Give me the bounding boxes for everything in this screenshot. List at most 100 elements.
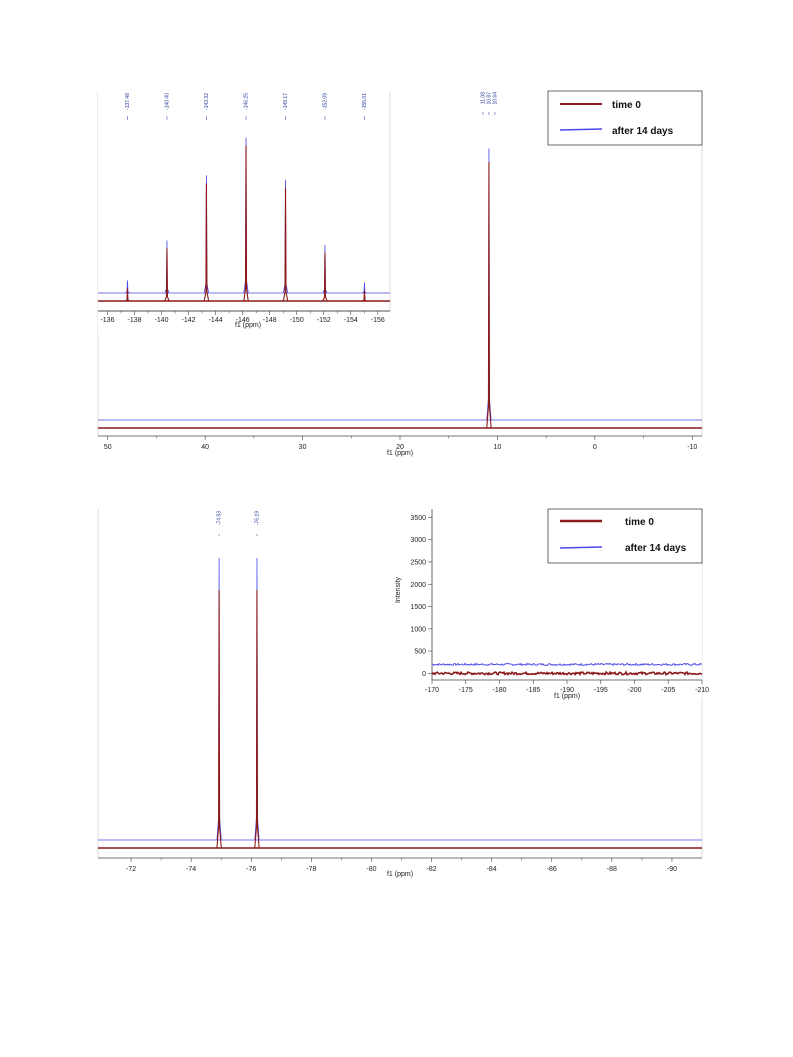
top-main-x-axis-label: f1 (ppm) [387,450,413,457]
peak-after14 [322,244,328,294]
peak-label: -152.09 [323,93,329,110]
y-tick-label: 500 [414,649,426,656]
x-tick-label: -82 [426,866,436,873]
peak-time0 [282,187,289,302]
peak-after14 [254,557,260,841]
bottom-legend-swatch-after14 [559,546,603,549]
top-legend-label-after14: after 14 days [612,126,674,137]
y-tick-label: 1000 [410,626,426,633]
y-tick-label: 3000 [410,537,426,544]
x-tick-label: -156 [371,317,385,324]
x-tick-label: -170 [425,687,439,694]
peak-after14 [362,282,367,294]
y-tick-label: 2500 [410,559,426,566]
bottom-legend-label-time0: time 0 [625,517,654,528]
top-inset-peak-labels: -137.48 -140.40 -143.32 -146.25 -149.17 -152.… [125,93,368,120]
x-tick-label: -90 [667,866,677,873]
bottom-legend-box [547,508,703,564]
x-tick-label: -78 [306,866,316,873]
x-tick-label: -154 [344,317,358,324]
x-tick-label: 20 [396,444,404,451]
x-tick-label: -152 [317,317,331,324]
bottom-inset-y-axis: 0 500 1000 1500 2000 2500 3000 3500 [410,515,432,678]
top-inset-plot [98,137,390,302]
x-tick-label: 50 [104,444,112,451]
x-tick-label: -150 [290,317,304,324]
top-main-x-axis: 50 40 30 20 10 0 -10 [98,435,702,451]
top-inset-background [98,91,390,335]
peak-label: -137.48 [125,93,131,110]
peak-time0 [486,161,492,429]
bottom-inset-plot [431,662,703,677]
peak-time0 [124,288,130,302]
peak-time0 [243,145,249,302]
x-tick-label: 30 [299,444,307,451]
peak-time0 [216,589,222,849]
top-main-peak-labels: 11.08 10.87 10.64 [481,92,499,115]
x-tick-label: -72 [126,866,136,873]
x-tick-label: -200 [627,687,641,694]
x-tick-label: -144 [209,317,223,324]
top-spectrum-panel: 50 40 30 20 10 0 -10 f1 (ppm) 11.08 10.87 10.64 … [97,90,703,457]
x-tick-label: -210 [695,687,709,694]
x-tick-label: -76 [246,866,256,873]
peak-label: -149.17 [283,93,289,110]
x-tick-label: -88 [607,866,617,873]
peak-after14 [203,175,210,294]
x-tick-label: -80 [366,866,376,873]
top-legend: time 0 after 14 days [547,90,703,146]
peak-label: -143.32 [204,93,210,110]
peak-label: -146.25 [244,93,250,110]
top-legend-box [547,90,703,146]
peak-label: 11.08 [481,92,487,104]
bottom-spectrum-panel: -72 -74 -76 -78 -80 -82 -84 -86 -88 -90 f1 (ppm) … [97,508,709,878]
peak-time0 [362,290,367,302]
bottom-legend-label-after14: after 14 days [625,543,687,554]
y-tick-label: 0 [422,671,426,678]
x-tick-label: -10 [687,444,697,451]
x-tick-label: -180 [492,687,506,694]
x-tick-label: -138 [127,317,141,324]
bottom-main-plot [98,557,702,849]
peak-after14 [164,240,170,294]
peak-after14 [125,280,130,294]
top-legend-label-time0: time 0 [612,100,641,111]
y-tick-label: 1500 [410,604,426,611]
peak-label: -74.93 [217,511,223,525]
x-tick-label: -86 [547,866,557,873]
bottom-main-x-axis-label: f1 (ppm) [387,871,413,878]
x-tick-label: 40 [201,444,209,451]
x-tick-label: -205 [661,687,675,694]
peak-label: 10.87 [487,92,493,105]
peak-label: -140.40 [165,93,171,110]
x-tick-label: -140 [155,317,169,324]
top-inset-x-axis: -136 -138 -140 -142 -144 -146 -148 -150 -152 -154… [98,310,390,324]
peak-after14 [486,148,492,421]
x-tick-label: -195 [594,687,608,694]
noise-trace-after14 [431,662,703,667]
top-legend-swatch-after14 [559,128,603,131]
peak-time0 [203,183,210,302]
bottom-inset-y-axis-label: Intensity [395,576,402,603]
top-inset-x-axis-label: f1 (ppm) [235,322,261,329]
bottom-main-x-axis: -72 -74 -76 -78 -80 -82 -84 -86 -88 -90 [98,857,702,873]
peak-after14 [282,179,289,294]
x-tick-label: -185 [526,687,540,694]
bottom-main-peak-labels: -74.93 -76.19 [217,511,261,536]
x-tick-label: 0 [593,444,597,451]
peak-label: -76.19 [255,511,261,525]
bottom-inset-x-axis: -170 -175 -180 -185 -190 -195 -200 -205 -210 [425,680,709,694]
bottom-legend: time 0 after 14 days [547,508,703,564]
top-main-plot [98,148,702,429]
x-tick-label: -74 [186,866,196,873]
x-tick-label: -142 [182,317,196,324]
x-tick-label: -190 [560,687,574,694]
peak-after14 [216,557,222,841]
x-tick-label: -148 [263,317,277,324]
x-tick-label: 10 [494,444,502,451]
peak-after14 [243,137,249,294]
noise-trace-time0 [431,670,703,677]
y-tick-label: 2000 [410,582,426,589]
peak-label: 10.64 [493,92,499,105]
